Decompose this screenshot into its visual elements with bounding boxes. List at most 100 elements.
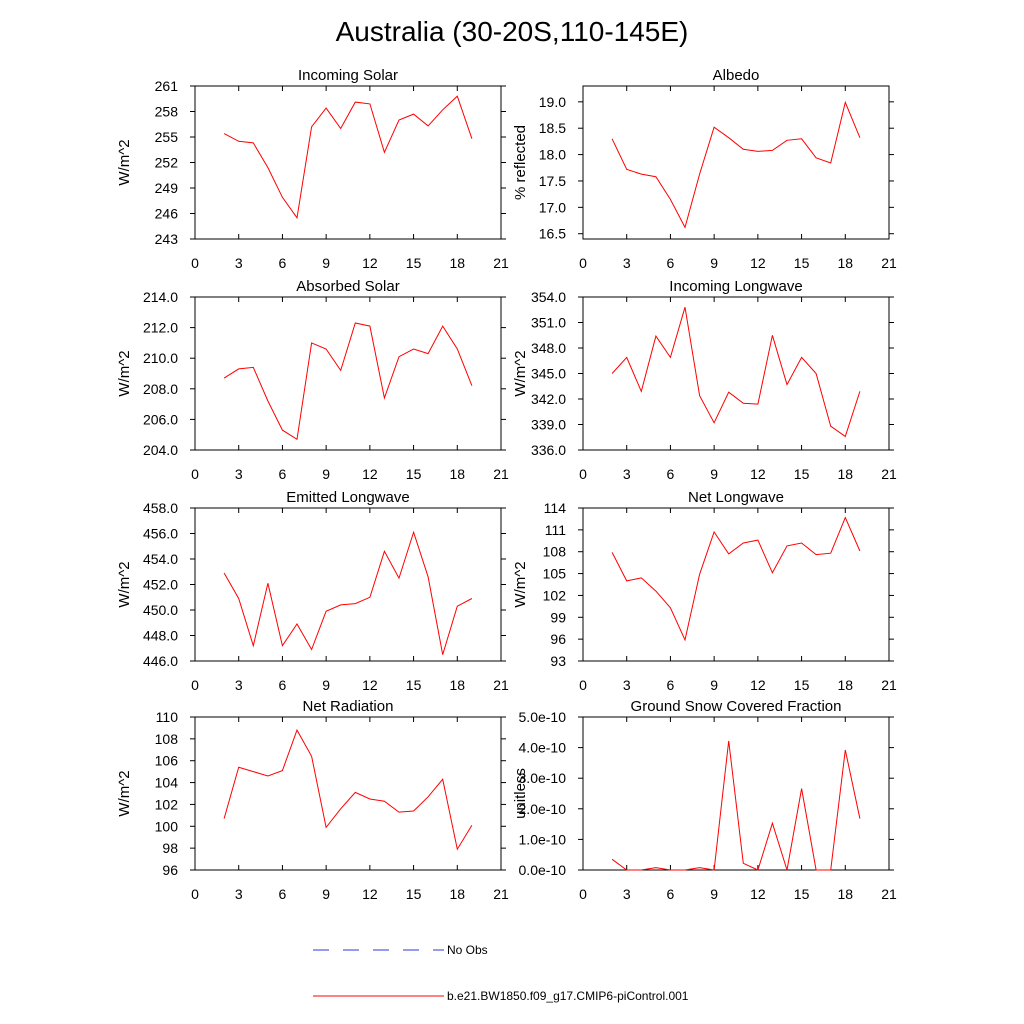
- absorbed-solar-ytick-label: 214.0: [143, 289, 178, 305]
- albedo-ytick-label: 17.5: [539, 173, 566, 189]
- emitted-longwave-ytick-label: 454.0: [143, 551, 178, 567]
- incoming-longwave-xtick-label: 9: [710, 466, 718, 482]
- panel-incoming-solar: Incoming Solar W/m^2 0 3 6 9 12 15 18 21 243 246 249…: [116, 67, 509, 271]
- legend: No Obs b.e21.BW1850.f09_g17.CMIP6-piCont…: [313, 943, 689, 1003]
- net-longwave-xtick-label: 0: [579, 677, 587, 693]
- incoming-solar-series-line: [223, 95, 473, 220]
- net-longwave-ytick-label: 96: [550, 631, 566, 647]
- albedo-ytick-label: 18.0: [539, 147, 566, 163]
- emitted-longwave-xtick-label: 12: [362, 677, 378, 693]
- net-radiation-xtick-label: 15: [406, 886, 422, 902]
- albedo-xtick-label: 21: [881, 255, 897, 271]
- emitted-longwave-series-line: [223, 530, 473, 655]
- incoming-solar-ylabel: W/m^2: [116, 139, 133, 185]
- incoming-longwave-xtick-label: 15: [794, 466, 810, 482]
- incoming-solar-xtick-label: 3: [235, 255, 243, 271]
- ground-snow-covered-fraction-ytick-label: 0.0e-10: [519, 862, 567, 878]
- net-radiation-ytick-label: 110: [156, 709, 179, 725]
- panels: Incoming Solar W/m^2 0 3 6 9 12 15 18 21 243 246 249…: [116, 67, 897, 902]
- incoming-solar-ytick-label: 249: [155, 180, 179, 196]
- net-longwave-frame: [582, 507, 890, 662]
- albedo-xtick-label: 6: [667, 255, 675, 271]
- absorbed-solar-series-line: [223, 322, 473, 441]
- net-radiation-ytick-label: 98: [162, 840, 178, 856]
- emitted-longwave-xtick-label: 18: [449, 677, 465, 693]
- ground-snow-covered-fraction-xtick-label: 18: [837, 886, 853, 902]
- albedo-ytick-label: 19.0: [539, 94, 566, 110]
- incoming-solar-frame: [194, 85, 502, 240]
- albedo-frame: [582, 85, 890, 240]
- net-longwave-ytick-label: 114: [544, 500, 567, 516]
- net-radiation-ytick-label: 104: [155, 775, 179, 791]
- emitted-longwave-ytick-label: 446.0: [143, 653, 178, 669]
- ground-snow-covered-fraction-ytick-label: 3.0e-10: [519, 770, 567, 786]
- panel-net-longwave: Net Longwave W/m^2 0 3 6 9 12 15 18 21 93 96 99 102 10…: [512, 489, 897, 693]
- incoming-solar-xtick-label: 18: [449, 255, 465, 271]
- emitted-longwave-xtick-label: 0: [191, 677, 199, 693]
- net-longwave-xtick-label: 12: [750, 677, 766, 693]
- incoming-solar-ytick-label: 258: [155, 104, 179, 120]
- net-radiation-series-line: [223, 728, 473, 851]
- emitted-longwave-xtick-label: 21: [493, 677, 509, 693]
- absorbed-solar-xtick-label: 21: [493, 466, 509, 482]
- albedo-xtick-label: 12: [750, 255, 766, 271]
- ground-snow-covered-fraction-ytick-label: 1.0e-10: [519, 831, 567, 847]
- net-radiation-xtick-label: 9: [322, 886, 330, 902]
- net-longwave-ylabel: W/m^2: [512, 561, 529, 607]
- emitted-longwave-ytick-label: 452.0: [143, 577, 178, 593]
- net-radiation-xtick-label: 18: [449, 886, 465, 902]
- emitted-longwave-title: Emitted Longwave: [286, 489, 409, 506]
- emitted-longwave-xtick-label: 9: [322, 677, 330, 693]
- albedo-xtick-label: 3: [623, 255, 631, 271]
- net-radiation-xtick-label: 21: [493, 886, 509, 902]
- net-radiation-ytick-label: 108: [155, 731, 179, 747]
- net-radiation-xtick-label: 6: [279, 886, 287, 902]
- emitted-longwave-ytick-label: 456.0: [143, 526, 178, 542]
- albedo-title: Albedo: [713, 67, 760, 84]
- absorbed-solar-ylabel: W/m^2: [116, 350, 133, 396]
- absorbed-solar-ytick-label: 204.0: [143, 442, 178, 458]
- panel-absorbed-solar: Absorbed Solar W/m^2 0 3 6 9 12 15 18 21 204.0 206.…: [116, 278, 509, 482]
- incoming-longwave-xtick-label: 0: [579, 466, 587, 482]
- incoming-longwave-ytick-label: 354.0: [531, 289, 566, 305]
- net-radiation-ytick-label: 96: [162, 862, 178, 878]
- ground-snow-covered-fraction-ytick-label: 2.0e-10: [519, 801, 567, 817]
- emitted-longwave-ylabel: W/m^2: [116, 561, 133, 607]
- net-radiation-xtick-label: 0: [191, 886, 199, 902]
- net-longwave-xtick-label: 3: [623, 677, 631, 693]
- incoming-longwave-title: Incoming Longwave: [669, 278, 802, 295]
- net-longwave-xtick-label: 21: [881, 677, 897, 693]
- incoming-longwave-xtick-label: 3: [623, 466, 631, 482]
- absorbed-solar-ytick-label: 208.0: [143, 381, 178, 397]
- emitted-longwave-ytick-label: 458.0: [143, 500, 178, 516]
- absorbed-solar-ytick-label: 212.0: [143, 320, 178, 336]
- ground-snow-covered-fraction-ytick-label: 5.0e-10: [519, 709, 567, 725]
- ground-snow-covered-fraction-series-line: [611, 740, 861, 871]
- incoming-longwave-xtick-label: 6: [667, 466, 675, 482]
- ground-snow-covered-fraction-xtick-label: 15: [794, 886, 810, 902]
- absorbed-solar-ytick-label: 210.0: [143, 350, 178, 366]
- net-longwave-ytick-label: 111: [545, 522, 566, 538]
- incoming-solar-xtick-label: 9: [322, 255, 330, 271]
- incoming-longwave-ytick-label: 348.0: [531, 340, 566, 356]
- emitted-longwave-frame: [194, 507, 502, 662]
- incoming-solar-ytick-label: 252: [155, 155, 179, 171]
- absorbed-solar-xtick-label: 15: [406, 466, 422, 482]
- net-radiation-frame: [194, 716, 502, 871]
- absorbed-solar-xtick-label: 3: [235, 466, 243, 482]
- absorbed-solar-ytick-label: 206.0: [143, 411, 178, 427]
- net-longwave-ytick-label: 102: [543, 587, 567, 603]
- emitted-longwave-xtick-label: 15: [406, 677, 422, 693]
- net-radiation-ytick-label: 102: [155, 796, 179, 812]
- emitted-longwave-xtick-label: 3: [235, 677, 243, 693]
- ground-snow-covered-fraction-xtick-label: 21: [881, 886, 897, 902]
- net-longwave-xtick-label: 18: [837, 677, 853, 693]
- net-radiation-title: Net Radiation: [303, 698, 394, 715]
- incoming-solar-ytick-label: 261: [155, 78, 179, 94]
- incoming-longwave-ytick-label: 342.0: [531, 391, 566, 407]
- incoming-longwave-ytick-label: 339.0: [531, 417, 566, 433]
- ground-snow-covered-fraction-xtick-label: 6: [667, 886, 675, 902]
- net-longwave-xtick-label: 9: [710, 677, 718, 693]
- panel-ground-snow-covered-fraction: Ground Snow Covered Fraction unitless 0 3 6 9…: [512, 698, 897, 902]
